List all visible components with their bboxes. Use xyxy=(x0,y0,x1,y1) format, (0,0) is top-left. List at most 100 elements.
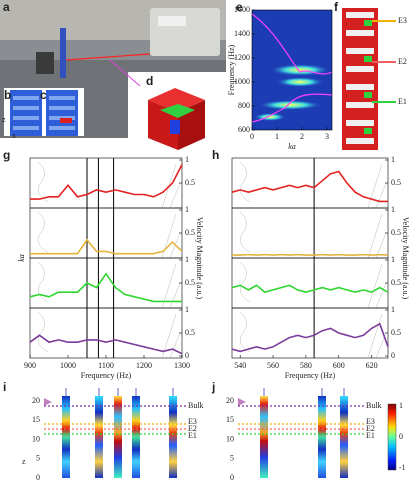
y2-tick-label: 0.5 xyxy=(391,278,401,287)
y2-axis-label: Velocity Magnitude (a.u.) xyxy=(195,217,204,300)
contour xyxy=(37,211,181,259)
plot-frame xyxy=(251,9,333,131)
mode-label: E2 xyxy=(398,57,407,66)
subplot-frame xyxy=(29,207,183,259)
x-tick-label: 600 xyxy=(333,361,345,370)
contour xyxy=(239,161,387,209)
y-tick-label: 1000 xyxy=(234,77,250,86)
y2-tick-label: 1 xyxy=(185,255,189,264)
y-tick-label: 800 xyxy=(238,101,250,110)
y-tick-label: 10 xyxy=(226,434,234,443)
unit-cell-d xyxy=(109,59,226,162)
subplot-frame xyxy=(29,257,183,309)
y2-tick-label: 1 xyxy=(391,305,395,314)
contour xyxy=(239,261,387,309)
y2-tick-label: 0 xyxy=(185,351,189,360)
axis-letter: x xyxy=(12,131,16,140)
panel-label: g xyxy=(3,148,10,162)
colorbar-label: 1 xyxy=(399,401,403,410)
y2-tick-label: 1 xyxy=(391,155,395,164)
subplot-frame xyxy=(29,157,183,209)
level-label: E2 xyxy=(188,424,197,433)
curve xyxy=(30,238,183,255)
curve xyxy=(30,164,183,200)
y-tick-label: 5 xyxy=(230,454,234,463)
y2-tick-label: 1 xyxy=(185,205,189,214)
y2-tick-label: 1 xyxy=(391,255,395,264)
x-tick-label: 560 xyxy=(267,361,279,370)
x-tick-label: 1300 xyxy=(174,361,190,370)
x-tick-label: 540 xyxy=(234,361,246,370)
contour xyxy=(239,211,387,259)
curve xyxy=(29,334,183,355)
panel-label: d xyxy=(146,74,153,88)
level-label: E1 xyxy=(366,431,375,440)
panel-label: f xyxy=(334,0,339,14)
y2-tick-label: 0.5 xyxy=(391,328,401,337)
y-tick-label: 1200 xyxy=(234,53,250,62)
x-tick-label: 1200 xyxy=(136,361,152,370)
panel-label: c xyxy=(40,88,47,102)
curve xyxy=(231,170,388,203)
mode-label: E3 xyxy=(398,16,407,25)
colorbar-label: -1 xyxy=(399,463,406,472)
panel-label: a xyxy=(3,0,10,14)
curve xyxy=(231,284,389,294)
y2-tick-label: 0.5 xyxy=(185,278,195,287)
y-tick-label: 20 xyxy=(32,396,40,405)
x-tick-label: 620 xyxy=(366,361,378,370)
curve xyxy=(231,322,389,353)
panel-label: h xyxy=(212,148,219,162)
heatmap-e xyxy=(251,10,333,130)
y2-axis-label: Velocity Magnitude (a.u.) xyxy=(401,217,410,300)
x-tick-label: 3 xyxy=(325,132,329,141)
contour xyxy=(37,161,181,209)
curve xyxy=(29,272,182,303)
y-tick-label: 5 xyxy=(36,454,40,463)
x-tick-label: 580 xyxy=(300,361,312,370)
y-axis-label: ka xyxy=(17,254,26,262)
field-maps xyxy=(44,388,397,478)
y2-tick-label: 1 xyxy=(391,205,395,214)
x-tick-label: 1000 xyxy=(60,361,76,370)
x-tick-label: 1 xyxy=(275,132,279,141)
y-axis-label: Frequency (Hz) xyxy=(227,44,236,95)
panel-label: i xyxy=(3,380,6,394)
y-tick-label: 0 xyxy=(36,473,40,482)
y2-tick-label: 0.5 xyxy=(185,178,195,187)
x-tick-label: 2 xyxy=(300,132,304,141)
subplot-frame xyxy=(231,157,389,209)
y-tick-label: 1600 xyxy=(234,5,250,14)
x-tick-label: 900 xyxy=(24,361,36,370)
subplot-frame xyxy=(231,307,389,359)
level-label: E3 xyxy=(366,417,375,426)
y2-tick-label: 0.5 xyxy=(185,328,195,337)
y-tick-label: 600 xyxy=(238,125,250,134)
x-axis-label: Frequency (Hz) xyxy=(81,371,132,380)
y-tick-label: 15 xyxy=(226,415,234,424)
column-f xyxy=(342,8,396,150)
level-label: Bulk xyxy=(366,401,382,410)
x-tick-label: 1100 xyxy=(98,361,114,370)
level-label: Bulk xyxy=(188,401,204,410)
photo-bc xyxy=(4,88,84,136)
axis-letter: z xyxy=(2,115,6,124)
mode-label: E1 xyxy=(398,97,407,106)
y-tick-label: 20 xyxy=(226,396,234,405)
level-label: E1 xyxy=(188,431,197,440)
subplot-frame xyxy=(231,207,389,259)
panel-label: j xyxy=(211,380,215,394)
y2-tick-label: 0.5 xyxy=(391,228,401,237)
x-axis-label: Frequency (Hz) xyxy=(285,371,336,380)
axis-letter: z xyxy=(22,457,26,466)
x-axis-label: ka xyxy=(288,142,296,151)
subplot-frame xyxy=(231,257,389,309)
y2-tick-label: 0.5 xyxy=(391,178,401,187)
y-tick-label: 0 xyxy=(230,473,234,482)
panel-label: e xyxy=(236,0,243,14)
level-label: E2 xyxy=(366,424,375,433)
y2-tick-label: 1 xyxy=(185,155,189,164)
y2-tick-label: 0.5 xyxy=(185,228,195,237)
y-tick-label: 10 xyxy=(32,434,40,443)
